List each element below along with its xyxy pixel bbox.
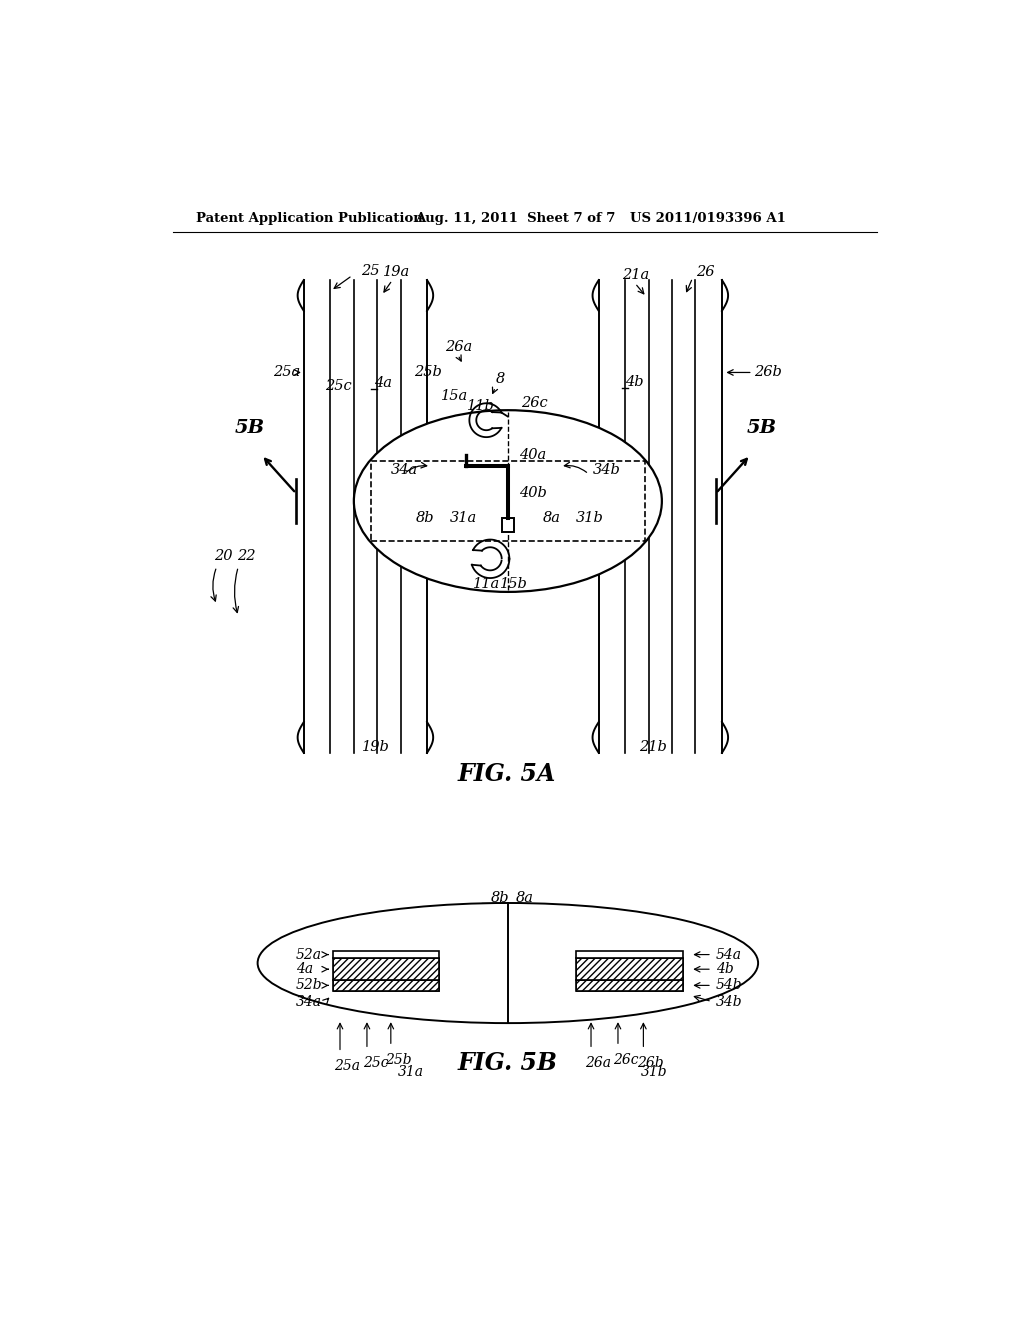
Text: Aug. 11, 2011  Sheet 7 of 7: Aug. 11, 2011 Sheet 7 of 7 <box>416 213 615 224</box>
Text: 25c: 25c <box>364 1056 388 1071</box>
Text: 31b: 31b <box>575 511 603 525</box>
Text: 34b: 34b <box>593 463 621 478</box>
Text: 54a: 54a <box>716 948 741 961</box>
Text: FIG. 5A: FIG. 5A <box>457 763 555 787</box>
Text: 5B: 5B <box>234 418 265 437</box>
Text: 11b: 11b <box>467 400 495 413</box>
Bar <box>371 461 645 541</box>
Text: 5B: 5B <box>746 418 777 437</box>
Text: 8: 8 <box>496 372 505 387</box>
Bar <box>333 950 439 958</box>
Text: 31a: 31a <box>451 511 477 525</box>
Text: 54b: 54b <box>716 978 742 993</box>
Text: 25c: 25c <box>325 379 351 392</box>
Text: US 2011/0193396 A1: US 2011/0193396 A1 <box>630 213 785 224</box>
Text: 26b: 26b <box>637 1056 664 1071</box>
Text: 8a: 8a <box>515 891 534 906</box>
Text: 25a: 25a <box>334 1059 359 1073</box>
Text: 31b: 31b <box>641 1065 668 1080</box>
Bar <box>333 958 439 979</box>
Ellipse shape <box>354 411 662 591</box>
Text: 34a: 34a <box>296 994 323 1008</box>
Bar <box>577 958 683 979</box>
Text: 34a: 34a <box>391 463 418 478</box>
Text: 21b: 21b <box>639 741 667 755</box>
Text: 19b: 19b <box>361 741 389 755</box>
Bar <box>577 958 683 979</box>
Text: 8a: 8a <box>543 511 560 525</box>
Text: 26c: 26c <box>521 396 548 411</box>
Text: 25b: 25b <box>414 366 441 379</box>
Text: 26b: 26b <box>755 366 782 379</box>
Text: 22: 22 <box>237 549 255 562</box>
Text: 52b: 52b <box>296 978 323 993</box>
Text: 25: 25 <box>361 264 380 277</box>
Text: 40b: 40b <box>519 486 547 500</box>
Ellipse shape <box>258 903 758 1023</box>
Bar <box>577 950 683 958</box>
Text: 20: 20 <box>214 549 232 562</box>
Text: 25b: 25b <box>385 1053 412 1067</box>
Text: 4b: 4b <box>716 962 733 977</box>
Text: 26a: 26a <box>585 1056 611 1071</box>
Text: 15a: 15a <box>441 388 468 403</box>
Text: 52a: 52a <box>296 948 323 961</box>
Text: 26a: 26a <box>444 341 472 354</box>
Text: 4a: 4a <box>374 376 392 391</box>
Bar <box>333 979 439 991</box>
Text: 26: 26 <box>696 265 715 280</box>
Text: 4b: 4b <box>625 375 643 388</box>
Text: 19a: 19a <box>383 265 411 280</box>
Text: 15b: 15b <box>500 577 528 591</box>
Text: FIG. 5B: FIG. 5B <box>458 1051 558 1076</box>
Bar <box>502 517 514 532</box>
Text: Patent Application Publication: Patent Application Publication <box>196 213 423 224</box>
Text: 25a: 25a <box>273 366 300 379</box>
Text: 40a: 40a <box>519 447 547 462</box>
Bar <box>577 979 683 991</box>
Text: 26c: 26c <box>612 1053 638 1067</box>
Bar <box>333 979 439 991</box>
Bar <box>333 958 439 979</box>
Bar <box>577 979 683 991</box>
Text: 8b: 8b <box>416 511 434 525</box>
Text: 31a: 31a <box>397 1065 424 1080</box>
Text: 11a: 11a <box>473 577 501 591</box>
Text: 8b: 8b <box>490 891 510 906</box>
Text: 4a: 4a <box>296 962 313 977</box>
Text: 21a: 21a <box>622 268 649 282</box>
Text: 34b: 34b <box>716 994 742 1008</box>
